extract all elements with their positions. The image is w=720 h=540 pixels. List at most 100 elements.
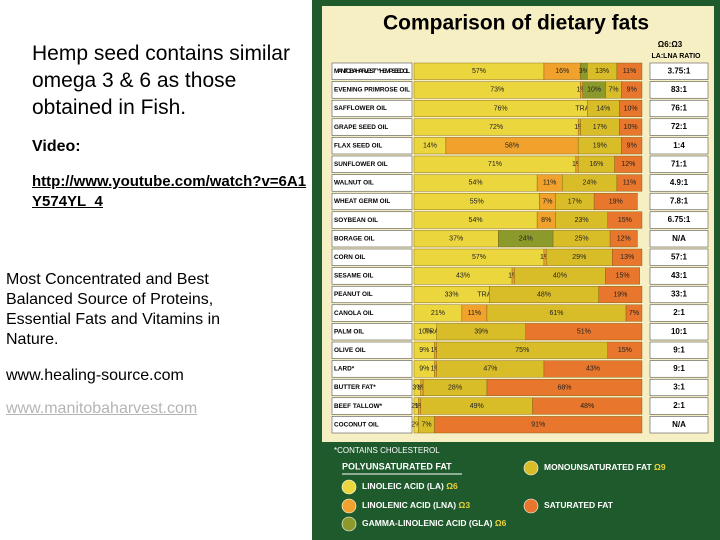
value-label: 8% (541, 217, 551, 224)
ratio-label: 3:1 (673, 383, 685, 392)
row-label-box (331, 304, 413, 322)
value-label: 39% (474, 329, 488, 336)
row-label: SOYBEAN OIL (334, 217, 378, 224)
value-label: 1% (574, 124, 584, 131)
row-label: WALNUT OIL (334, 180, 374, 187)
value-label: 19% (593, 143, 607, 150)
ratio-label: 10:1 (671, 327, 688, 336)
value-label: 1% (572, 161, 582, 168)
row-label: EVENING PRIMROSE OIL (334, 87, 410, 94)
row-label: BEEF TALLOW* (334, 403, 383, 410)
row-label: CORN OIL (334, 254, 365, 261)
value-label: 71% (488, 161, 502, 168)
bar-segment (612, 248, 643, 266)
value-label: 2% (411, 403, 421, 410)
value-label: 33% (445, 291, 459, 298)
ratio-box (649, 192, 709, 211)
legend-omega: Ω6 (495, 518, 507, 528)
legend-name: GAMMA-LINOLENIC ACID (GLA) (362, 518, 493, 528)
ratio-label: 6.75:1 (668, 215, 691, 224)
ratio-box (649, 360, 709, 378)
bar-segment (607, 211, 643, 229)
legend-omega: Ω9 (654, 462, 666, 472)
row-label-box (331, 62, 413, 80)
value-label: 72% (489, 124, 503, 131)
value-label: 2% (411, 422, 421, 429)
value-label: 14% (596, 105, 610, 112)
bar-segment (614, 155, 643, 173)
value-label: 3% (579, 68, 589, 75)
legend-header: POLYUNSATURATED FAT (342, 461, 452, 471)
row-label-box (331, 192, 413, 211)
ratio-header: Ω6:Ω3 (658, 40, 683, 49)
value-label: 61% (549, 310, 563, 317)
ratio-box (649, 211, 709, 229)
value-label: 51% (577, 329, 591, 336)
ratio-box (649, 248, 709, 266)
site-link[interactable]: www.manitobaharvest.com (6, 400, 198, 417)
ratio-box (649, 62, 709, 80)
bar-segment (616, 62, 643, 80)
legend-label: LINOLEIC ACID (LA) Ω6 (362, 481, 458, 491)
site-link[interactable]: www.healing-source.com (6, 367, 184, 384)
ratio-label: 33:1 (671, 290, 688, 299)
value-label: 16% (555, 68, 569, 75)
ratio-label: N/A (672, 234, 686, 243)
value-label: 76% (494, 105, 508, 112)
value-label: 12% (617, 236, 631, 243)
value-label: 1% (431, 366, 441, 373)
row-label: PEANUT OIL (334, 291, 373, 298)
video-link[interactable]: http://www.youtube.com/watch?v=6A1Y574YL… (32, 173, 307, 210)
value-label: 37% (449, 236, 463, 243)
value-label: 25% (575, 236, 589, 243)
bar-segment (625, 304, 643, 322)
ratio-box (649, 397, 709, 415)
row-label-box (331, 174, 413, 192)
legend-swatch (341, 498, 357, 514)
ratio-label: 57:1 (671, 252, 688, 261)
row-label-box (331, 397, 413, 415)
row-label: OLIVE OIL (334, 347, 366, 354)
row-label-box (331, 285, 413, 304)
value-label: 13% (595, 68, 609, 75)
legend-name: SATURATED FAT (544, 500, 614, 510)
row-label: BUTTER FAT* (334, 384, 376, 391)
legend-label: SATURATED FAT (544, 500, 614, 510)
value-label: 11% (468, 310, 482, 317)
bar-segment (525, 323, 643, 341)
value-label: 55% (470, 198, 484, 205)
value-label: 1% (508, 273, 518, 280)
ratio-label: 83:1 (671, 85, 688, 94)
ratio-box (649, 99, 709, 118)
row-label-box (331, 416, 413, 434)
row-label: SESAME OIL (334, 273, 374, 280)
value-label: 11% (623, 68, 637, 75)
ratio-label: 7.8:1 (670, 197, 689, 206)
value-label: 9% (627, 87, 637, 94)
ratio-label: 4.9:1 (670, 178, 689, 187)
bar-segment (598, 286, 643, 304)
row-label: WHEAT GERM OIL (334, 198, 390, 205)
bar-segment (609, 230, 638, 248)
ratio-label: 2:1 (673, 308, 685, 317)
row-label-box (331, 211, 413, 229)
chart: Comparison of dietary fats Ω6:Ω3 LA:LNA … (312, 0, 720, 540)
legend-name: LINOLEIC ACID (LA) (362, 481, 444, 491)
bar-segment (621, 81, 643, 99)
ratio-label: 9:1 (673, 364, 685, 373)
ratio-label: 76:1 (671, 104, 688, 113)
row-label-box (331, 81, 413, 99)
bar-segment (621, 137, 643, 155)
ratio-box (649, 230, 709, 248)
value-label: 21% (431, 310, 445, 317)
ratio-label: N/A (672, 420, 686, 429)
value-label: 1% (577, 87, 587, 94)
row-label: MANITOBA HARVEST™ HEMP SEED OIL (334, 68, 410, 75)
value-label: 91% (531, 422, 545, 429)
row-label-box (331, 99, 413, 118)
row-label-box (331, 155, 413, 173)
row-label: SUNFLOWER OIL (334, 161, 388, 168)
row-label: SAFFLOWER OIL (334, 105, 387, 112)
legend-swatch (523, 498, 539, 514)
bar-segment (619, 99, 643, 117)
